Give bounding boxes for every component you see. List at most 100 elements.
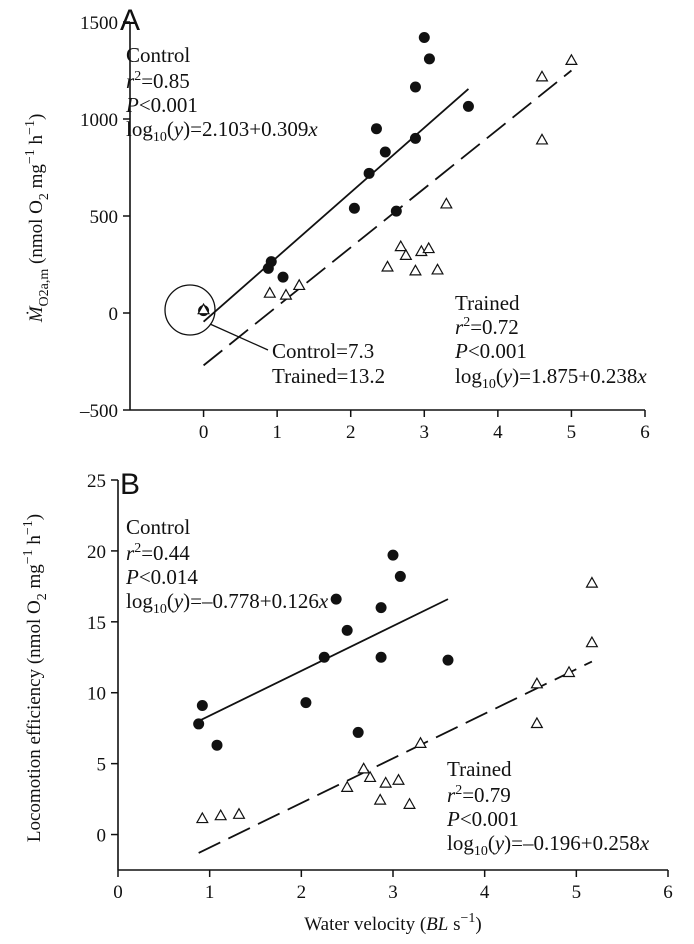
point-trained bbox=[565, 53, 578, 66]
point-trained bbox=[530, 716, 544, 729]
point-control bbox=[363, 167, 375, 179]
x-tick-label: 2 bbox=[346, 422, 356, 443]
panel-a-control-p: P<0.001 bbox=[125, 93, 198, 117]
panel-a-trained-r2: r2=0.72 bbox=[455, 315, 519, 339]
point-trained bbox=[292, 278, 306, 291]
point-control bbox=[418, 32, 430, 44]
panel-b-trained-title: Trained bbox=[447, 757, 512, 781]
panel-a: A –500 0 500 1000 1500 0 1 2 3 4 5 6 ṀO2a,m (nmol … bbox=[23, 4, 650, 443]
point-trained bbox=[197, 302, 210, 315]
panel-b-y-axis-label: Locomotion efficiency (nmol O2 mg−1 h−1) bbox=[21, 514, 50, 842]
y-tick-label: 1000 bbox=[80, 110, 118, 131]
fit-line-trained bbox=[203, 69, 572, 367]
panel-a-trained-equation: log10(y)=1.875+0.238x bbox=[455, 364, 647, 392]
panel-a-trained-p: P<0.001 bbox=[454, 339, 527, 363]
panel-a-trained-stats: Trained r2=0.72 P<0.001 log10(y)=1.875+0… bbox=[454, 291, 647, 392]
panel-a-control-stats: Control r2=0.85 P<0.001 log10(y)=2.103+0… bbox=[125, 43, 318, 145]
point-control bbox=[341, 624, 353, 636]
panel-b-control-equation: log10(y)=–0.778+0.126x bbox=[126, 589, 329, 617]
point-trained bbox=[439, 197, 453, 209]
x-tick-label: 5 bbox=[567, 422, 577, 443]
y-tick-label: 25 bbox=[87, 471, 106, 492]
fit-line-trained bbox=[198, 660, 593, 854]
x-axis-label: Water velocity (BL s−1) bbox=[304, 911, 482, 935]
point-trained bbox=[379, 776, 393, 788]
y-tick-label: 20 bbox=[87, 542, 106, 563]
panel-b-trained-equation: log10(y)=–0.196+0.258x bbox=[447, 831, 650, 859]
x-tick-label: 4 bbox=[480, 882, 490, 903]
panel-b-points bbox=[193, 549, 599, 824]
point-control bbox=[370, 123, 382, 135]
panel-a-y-ticks: –500 0 500 1000 1500 bbox=[79, 13, 130, 422]
panel-b-trained-stats: Trained r2=0.79 P<0.001 log10(y)=–0.196+… bbox=[446, 757, 650, 859]
panel-a-control-r2: r2=0.85 bbox=[126, 69, 190, 93]
x-tick-label: 6 bbox=[663, 882, 673, 903]
panel-a-control-title: Control bbox=[126, 43, 190, 67]
x-tick-label: 6 bbox=[640, 422, 650, 443]
point-trained bbox=[399, 248, 413, 260]
point-trained bbox=[373, 793, 387, 805]
panel-a-control-equation: log10(y)=2.103+0.309x bbox=[126, 117, 318, 145]
point-control bbox=[462, 100, 474, 112]
point-trained bbox=[340, 780, 354, 792]
point-control bbox=[265, 256, 277, 268]
x-tick-label: 2 bbox=[297, 882, 307, 903]
point-control bbox=[409, 132, 421, 144]
panel-b-control-p: P<0.014 bbox=[125, 565, 198, 589]
origin-callout-leader bbox=[209, 323, 269, 351]
y-tick-label: 1500 bbox=[80, 13, 118, 34]
y-tick-label: 5 bbox=[97, 755, 107, 776]
point-control bbox=[196, 699, 208, 711]
x-tick-label: 1 bbox=[205, 882, 215, 903]
point-control bbox=[318, 651, 330, 663]
point-control bbox=[387, 549, 399, 561]
origin-callout-circle bbox=[164, 284, 216, 336]
point-trained bbox=[232, 807, 246, 819]
panel-b-trained-p: P<0.001 bbox=[446, 807, 519, 831]
panel-a-y-axis-label: ṀO2a,m (nmol O2 mg−1 h−1) bbox=[23, 114, 52, 324]
panel-a-label: A bbox=[120, 4, 140, 37]
panel-a-trained-title: Trained bbox=[455, 291, 520, 315]
point-control bbox=[277, 271, 289, 283]
y-tick-label: 0 bbox=[109, 304, 119, 325]
point-trained bbox=[422, 241, 436, 254]
point-trained bbox=[535, 133, 549, 145]
x-tick-label: 3 bbox=[388, 882, 398, 903]
panel-b-control-title: Control bbox=[126, 515, 190, 539]
point-control bbox=[379, 146, 391, 158]
x-tick-label: 1 bbox=[272, 422, 282, 443]
callout-trained-value: Trained=13.2 bbox=[272, 364, 385, 388]
point-trained bbox=[585, 635, 599, 648]
y-tick-label: 0 bbox=[97, 826, 107, 847]
point-trained bbox=[357, 762, 371, 774]
point-control bbox=[300, 697, 312, 709]
point-control bbox=[394, 570, 406, 582]
point-trained bbox=[535, 70, 549, 82]
panel-b: B 0 5 10 15 20 25 0 1 2 3 4 5 6 Locomotion efficien… bbox=[21, 468, 673, 935]
point-trained bbox=[279, 288, 293, 300]
point-control bbox=[442, 654, 454, 666]
point-trained bbox=[530, 676, 544, 689]
point-trained bbox=[562, 665, 576, 678]
point-trained bbox=[585, 576, 599, 588]
point-trained bbox=[263, 286, 277, 298]
point-control bbox=[375, 651, 387, 663]
panel-b-control-stats: Control r2=0.44 P<0.014 log10(y)=–0.778+… bbox=[125, 515, 329, 617]
panel-a-fit-lines bbox=[202, 69, 572, 367]
x-tick-label: 0 bbox=[113, 882, 123, 903]
panel-b-x-ticks: 0 1 2 3 4 5 6 bbox=[113, 870, 673, 903]
point-trained bbox=[381, 260, 394, 272]
point-trained bbox=[431, 263, 444, 275]
point-control bbox=[348, 202, 360, 214]
y-tick-label: 10 bbox=[87, 684, 106, 705]
point-trained bbox=[394, 239, 408, 252]
y-tick-label: 500 bbox=[90, 207, 119, 228]
panel-a-points bbox=[197, 32, 578, 317]
point-control bbox=[423, 53, 435, 65]
panel-b-label: B bbox=[120, 468, 140, 501]
x-tick-label: 3 bbox=[420, 422, 430, 443]
point-trained bbox=[414, 736, 427, 748]
panel-b-y-ticks: 0 5 10 15 20 25 bbox=[87, 471, 118, 847]
x-tick-label: 5 bbox=[572, 882, 582, 903]
